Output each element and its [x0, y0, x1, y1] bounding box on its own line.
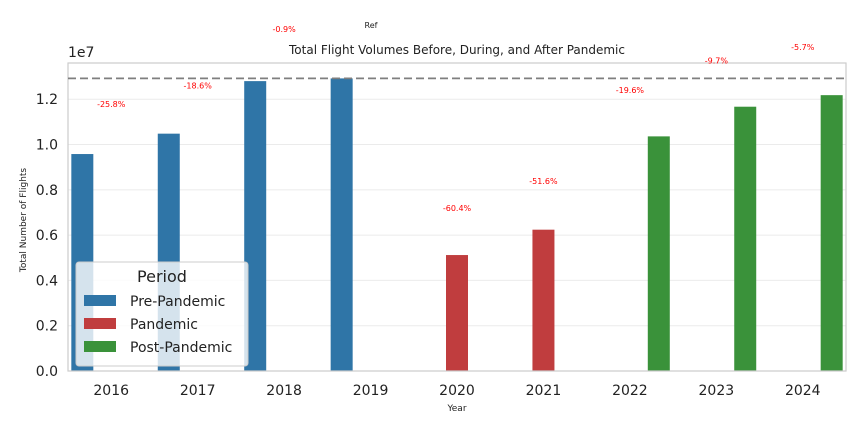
x-tick-label: 2024: [785, 383, 821, 399]
reference-line-label: Ref: [365, 21, 378, 30]
pct-change-label: -51.6%: [529, 177, 558, 186]
pct-change-label: -60.4%: [443, 204, 472, 213]
y-tick-label: 0.2: [36, 319, 58, 335]
pct-change-label: -25.8%: [97, 100, 126, 109]
y-axis-label: Total Number of Flights: [19, 168, 29, 274]
legend-label-pandemic: Pandemic: [130, 317, 198, 333]
legend-title: Period: [137, 267, 187, 286]
pct-change-label: -19.6%: [616, 86, 645, 95]
pct-change-label: -18.6%: [184, 82, 213, 91]
legend-swatch-post-pandemic: [84, 341, 116, 352]
bar-post-pandemic-2023: [734, 106, 757, 371]
legend-swatch-pre-pandemic: [84, 295, 116, 306]
y-tick-label: 0.6: [36, 228, 58, 244]
x-tick-label: 2019: [353, 383, 389, 399]
x-tick-label: 2022: [612, 383, 648, 399]
bar-post-pandemic-2022: [647, 136, 670, 371]
pct-change-label: -0.9%: [273, 25, 297, 34]
legend-label-pre-pandemic: Pre-Pandemic: [130, 294, 225, 310]
legend-swatch-pandemic: [84, 318, 116, 329]
bar-pandemic-2020: [446, 255, 468, 371]
legend-label-post-pandemic: Post-Pandemic: [130, 340, 232, 356]
bar-pre-pandemic-2019: [330, 78, 353, 372]
x-tick-label: 2020: [439, 383, 475, 399]
x-tick-label: 2021: [526, 383, 562, 399]
chart-title: Total Flight Volumes Before, During, and…: [288, 43, 625, 57]
pct-change-label: -5.7%: [791, 43, 815, 52]
legend: Period Pre-Pandemic Pandemic Post-Pandem…: [75, 261, 249, 367]
x-tick-label: 2018: [266, 383, 302, 399]
y-tick-label: 0.0: [36, 364, 58, 380]
y-tick-label: 0.8: [36, 183, 58, 199]
bar-pre-pandemic-2018: [244, 81, 267, 371]
y-offset-label: 1e7: [68, 45, 94, 61]
x-tick-label: 2017: [180, 383, 216, 399]
legend-frame: [75, 261, 249, 367]
plot-frame: [67, 62, 847, 372]
y-tick-label: 1.2: [36, 92, 58, 108]
bar-pandemic-2021: [532, 229, 555, 371]
y-tick-label: 1.0: [36, 138, 58, 154]
pct-change-label: -9.7%: [705, 57, 729, 66]
x-axis-label: Year: [446, 404, 466, 414]
bar-post-pandemic-2024: [820, 95, 843, 372]
x-tick-label: 2016: [93, 383, 129, 399]
y-tick-label: 0.4: [36, 273, 58, 289]
x-tick-label: 2023: [699, 383, 735, 399]
